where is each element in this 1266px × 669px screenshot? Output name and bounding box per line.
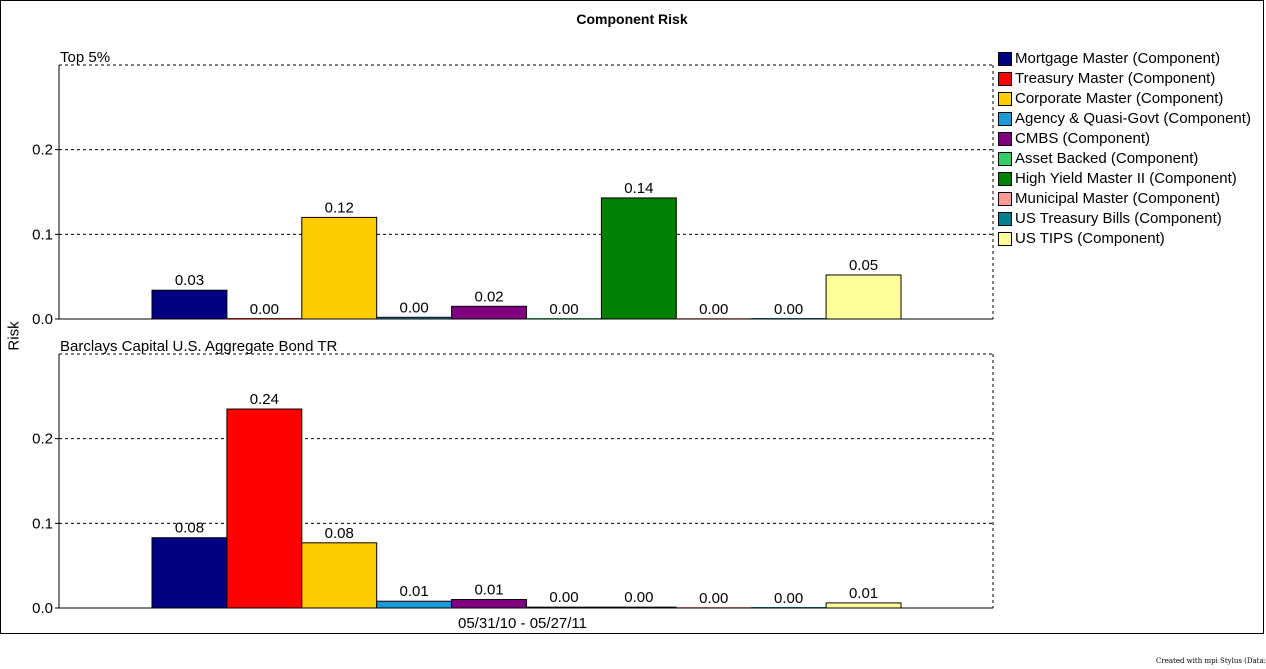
bar <box>226 408 303 609</box>
bar <box>825 602 902 609</box>
panel-title-bottom: Barclays Capital U.S. Aggregate Bond TR <box>60 338 338 355</box>
data-label: 0.00 <box>774 301 803 318</box>
y-tick-label: 0.1 <box>32 226 53 243</box>
legend-swatch <box>998 92 1012 106</box>
legend-swatch <box>998 52 1012 66</box>
legend-label: Agency & Quasi-Govt (Component) <box>1015 110 1251 127</box>
legend-swatch <box>998 212 1012 226</box>
bar <box>151 537 228 609</box>
panel-title-top: Top 5% <box>60 49 111 66</box>
x-tick-label: 05/31/10 - 05/27/11 <box>458 615 587 632</box>
data-label: 0.00 <box>699 590 728 607</box>
legend-swatch <box>998 112 1012 126</box>
data-label: 0.00 <box>774 590 803 607</box>
chart-frame <box>0 0 1264 634</box>
bar <box>451 305 528 320</box>
data-label: 0.02 <box>474 288 503 305</box>
bar <box>301 542 378 609</box>
data-label: 0.00 <box>400 299 429 316</box>
legend-label: US TIPS (Component) <box>1015 230 1165 247</box>
legend-swatch <box>998 72 1012 86</box>
data-label: 0.00 <box>549 589 578 606</box>
data-label: 0.03 <box>175 272 204 289</box>
data-label: 0.01 <box>400 583 429 600</box>
data-label: 0.00 <box>250 301 279 318</box>
legend-swatch <box>998 172 1012 186</box>
data-label: 0.00 <box>699 301 728 318</box>
bar <box>301 216 378 320</box>
legend-swatch <box>998 192 1012 206</box>
data-label: 0.08 <box>325 525 354 542</box>
legend-label: US Treasury Bills (Component) <box>1015 210 1222 227</box>
chart-title: Component Risk <box>576 11 688 27</box>
bar <box>600 197 677 320</box>
legend-swatch <box>998 132 1012 146</box>
y-tick-label: 0.1 <box>32 515 53 532</box>
data-label: 0.01 <box>474 582 503 599</box>
legend-swatch <box>998 152 1012 166</box>
legend-label: Asset Backed (Component) <box>1015 150 1199 167</box>
data-label: 0.05 <box>849 257 878 274</box>
y-tick-label: 0.2 <box>32 142 53 159</box>
bar <box>451 599 528 609</box>
legend-label: Treasury Master (Component) <box>1015 70 1216 87</box>
legend-label: CMBS (Component) <box>1015 130 1151 147</box>
legend-label: Mortgage Master (Component) <box>1015 50 1221 67</box>
bar <box>376 600 453 609</box>
legend-swatch <box>998 232 1012 246</box>
bar <box>151 289 228 320</box>
data-label: 0.00 <box>624 589 653 606</box>
bar <box>825 274 902 320</box>
legend-label: High Yield Master II (Component) <box>1015 170 1237 187</box>
data-label: 0.24 <box>250 391 279 408</box>
data-label: 0.14 <box>624 180 653 197</box>
data-label: 0.01 <box>849 585 878 602</box>
data-label: 0.00 <box>549 301 578 318</box>
y-tick-label: 0.2 <box>32 431 53 448</box>
y-tick-label: 0.0 <box>32 311 53 328</box>
data-label: 0.08 <box>175 520 204 537</box>
legend-label: Municipal Master (Component) <box>1015 190 1221 207</box>
legend-label: Corporate Master (Component) <box>1015 90 1224 107</box>
credit-text: Created with mpi Stylus (Data: Lipper <box>1156 657 1266 665</box>
y-tick-label: 0.0 <box>32 600 53 617</box>
data-label: 0.12 <box>325 199 354 216</box>
